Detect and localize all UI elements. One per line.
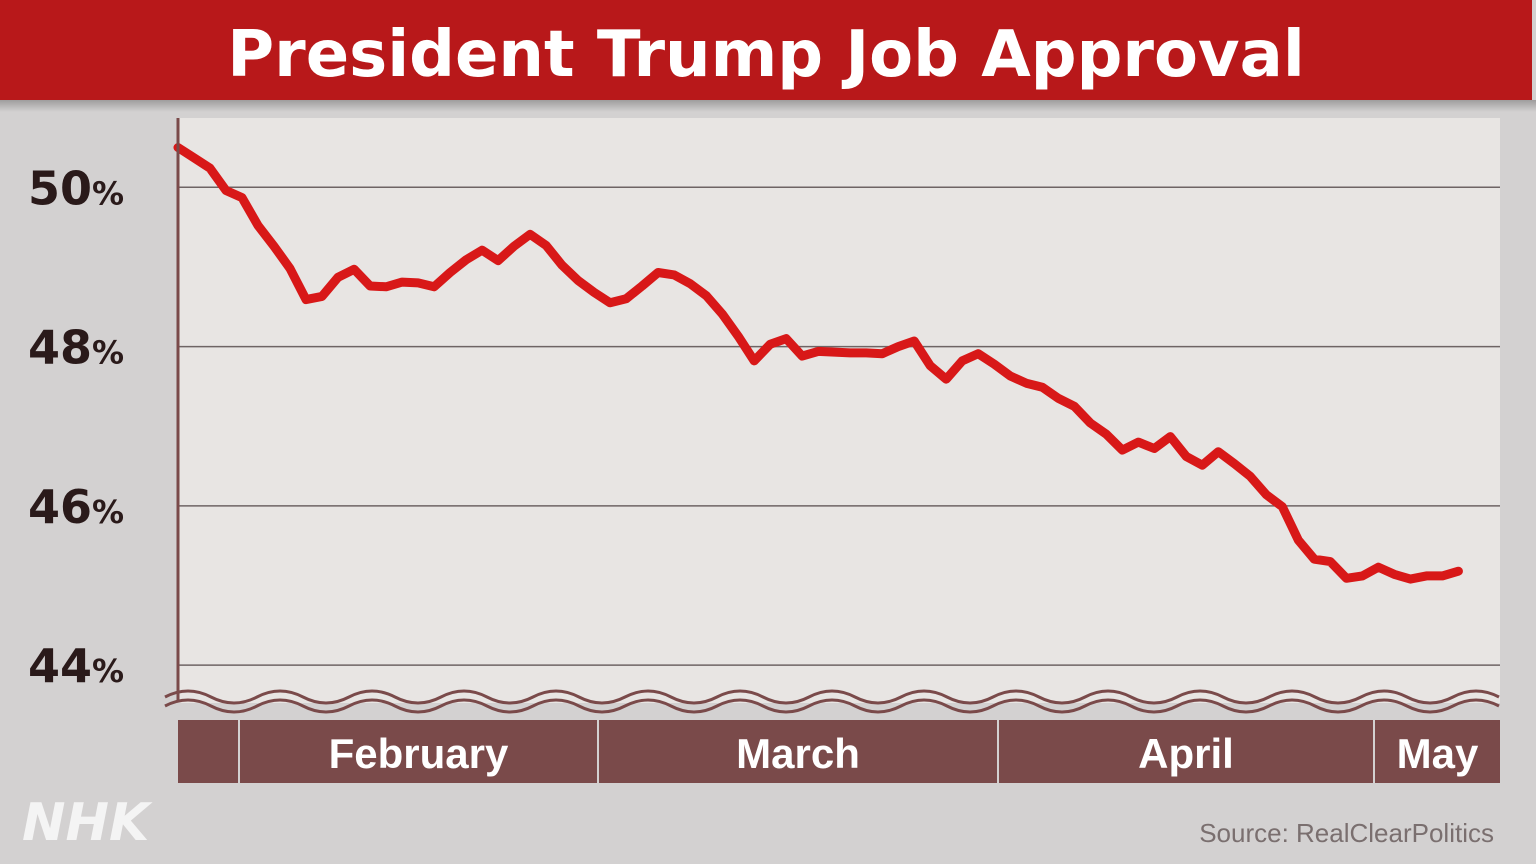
y-tick-label: 46% bbox=[28, 480, 124, 534]
y-tick-label: 50% bbox=[28, 161, 124, 215]
month-bar: February March April May bbox=[178, 720, 1500, 783]
month-band bbox=[240, 720, 597, 783]
logo: NHK bbox=[22, 793, 153, 853]
x-tick-label: February bbox=[329, 730, 509, 777]
month-band bbox=[1375, 720, 1500, 783]
y-tick-label: 44% bbox=[28, 639, 124, 693]
x-tick-label: May bbox=[1397, 730, 1479, 777]
month-band bbox=[999, 720, 1373, 783]
month-band bbox=[178, 720, 238, 783]
source: Source: RealClearPolitics bbox=[1199, 818, 1494, 848]
x-tick-label: March bbox=[736, 730, 860, 777]
axis-break bbox=[164, 689, 1500, 714]
x-tick-label: April bbox=[1138, 730, 1234, 777]
plot bbox=[173, 143, 1463, 584]
plot-area bbox=[178, 118, 1500, 703]
chart-title: President Trump Job Approval bbox=[227, 18, 1305, 92]
month-band bbox=[599, 720, 997, 783]
line-series bbox=[173, 143, 1463, 584]
title-shadow bbox=[0, 100, 1536, 112]
y-tick-label: 48% bbox=[28, 321, 124, 375]
title-bar bbox=[0, 0, 1532, 100]
